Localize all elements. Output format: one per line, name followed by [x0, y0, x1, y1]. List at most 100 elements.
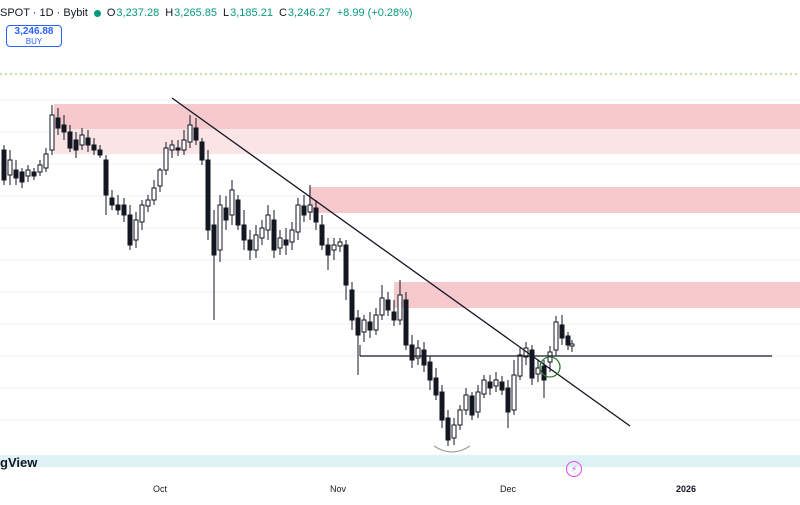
candle-up[interactable]	[379, 297, 385, 316]
candle-up[interactable]	[307, 204, 313, 213]
candle-up[interactable]	[373, 314, 379, 331]
candle-up[interactable]	[49, 114, 55, 151]
candle-down[interactable]	[349, 289, 355, 321]
candle-up[interactable]	[157, 169, 163, 187]
candle-up[interactable]	[217, 204, 223, 251]
candle-down[interactable]	[469, 395, 475, 416]
candle-up[interactable]	[463, 394, 469, 411]
candle-down[interactable]	[301, 205, 307, 216]
resistance-zone-2[interactable]	[309, 187, 800, 213]
candle-down[interactable]	[271, 219, 277, 251]
candle-up[interactable]	[553, 321, 559, 351]
candle-up[interactable]	[289, 229, 295, 243]
candle-down[interactable]	[421, 349, 427, 366]
candle-up[interactable]	[451, 424, 457, 439]
candle-down[interactable]	[103, 159, 109, 196]
downtrend-line[interactable]	[171, 97, 631, 427]
candle-down[interactable]	[319, 224, 325, 246]
candle-up[interactable]	[361, 319, 367, 333]
candle-down[interactable]	[211, 224, 217, 256]
candle-down[interactable]	[487, 381, 493, 389]
candle-down[interactable]	[499, 381, 505, 391]
candle-up[interactable]	[259, 227, 265, 239]
candle-down[interactable]	[367, 321, 373, 331]
candle-up[interactable]	[397, 294, 403, 321]
candle-up[interactable]	[79, 134, 85, 146]
candle-up[interactable]	[7, 159, 13, 176]
candle-up[interactable]	[253, 234, 259, 251]
candle-down[interactable]	[199, 141, 205, 161]
lightning-icon[interactable]: ⚡	[566, 461, 582, 477]
candle-down[interactable]	[127, 214, 133, 246]
candle-down[interactable]	[85, 137, 91, 146]
candle-up[interactable]	[331, 244, 337, 251]
candle-down[interactable]	[343, 244, 349, 286]
candle-down[interactable]	[121, 204, 127, 216]
candle-up[interactable]	[481, 379, 487, 395]
candle-down[interactable]	[565, 335, 571, 346]
candle-down[interactable]	[205, 159, 211, 231]
candle-down[interactable]	[325, 244, 331, 256]
candle-down[interactable]	[409, 344, 415, 361]
candle-down[interactable]	[55, 117, 61, 129]
candle-down[interactable]	[505, 387, 511, 413]
candle-up[interactable]	[133, 219, 139, 241]
candle-up[interactable]	[569, 343, 575, 347]
symbol-title[interactable]: SPOT · 1D · Bybit	[0, 7, 88, 19]
candle-down[interactable]	[97, 149, 103, 156]
candle-down[interactable]	[385, 299, 391, 311]
candle-down[interactable]	[109, 197, 115, 206]
candle-down[interactable]	[13, 169, 19, 179]
candle-up[interactable]	[277, 237, 283, 249]
candle-down[interactable]	[19, 171, 25, 183]
candle-down[interactable]	[529, 349, 535, 379]
candle-down[interactable]	[283, 239, 289, 246]
candle-up[interactable]	[139, 204, 145, 223]
candle-down[interactable]	[31, 171, 37, 177]
candle-down[interactable]	[235, 199, 241, 226]
candle-up[interactable]	[163, 147, 169, 171]
candle-up[interactable]	[181, 139, 187, 151]
candle-down[interactable]	[61, 124, 67, 133]
candle-down[interactable]	[175, 147, 181, 151]
candle-up[interactable]	[493, 379, 499, 387]
candle-down[interactable]	[115, 204, 121, 211]
candle-up[interactable]	[37, 164, 43, 173]
candle-down[interactable]	[91, 144, 97, 151]
rounded-bottom-arc[interactable]	[433, 445, 471, 453]
candle-up[interactable]	[145, 199, 151, 207]
resistance-zone-3[interactable]	[394, 282, 800, 308]
candle-down[interactable]	[427, 361, 433, 381]
candle-up[interactable]	[415, 347, 421, 359]
candle-up[interactable]	[475, 391, 481, 413]
candle-up[interactable]	[265, 214, 271, 231]
candle-down[interactable]	[67, 131, 73, 149]
candle-up[interactable]	[151, 187, 157, 201]
candle-up[interactable]	[187, 124, 193, 143]
candle-down[interactable]	[391, 311, 397, 321]
candle-down[interactable]	[355, 317, 361, 336]
candle-down[interactable]	[247, 239, 253, 251]
candle-down[interactable]	[1, 149, 7, 181]
candle-up[interactable]	[457, 409, 463, 426]
candle-down[interactable]	[403, 299, 409, 346]
candle-down[interactable]	[313, 207, 319, 223]
candle-up[interactable]	[295, 204, 301, 233]
candle-up[interactable]	[517, 354, 523, 377]
candle-down[interactable]	[439, 391, 445, 421]
candle-up[interactable]	[337, 241, 343, 247]
candle-down[interactable]	[223, 207, 229, 221]
resistance-zone-1[interactable]	[54, 104, 800, 129]
candle-up[interactable]	[43, 153, 49, 169]
candle-down[interactable]	[73, 139, 79, 151]
candle-up[interactable]	[535, 367, 541, 375]
candle-up[interactable]	[229, 189, 235, 216]
candle-down[interactable]	[559, 324, 565, 339]
candle-up[interactable]	[511, 374, 517, 411]
candle-down[interactable]	[241, 224, 247, 241]
candle-up[interactable]	[25, 169, 31, 177]
candle-down[interactable]	[193, 127, 199, 141]
candle-down[interactable]	[445, 417, 451, 441]
